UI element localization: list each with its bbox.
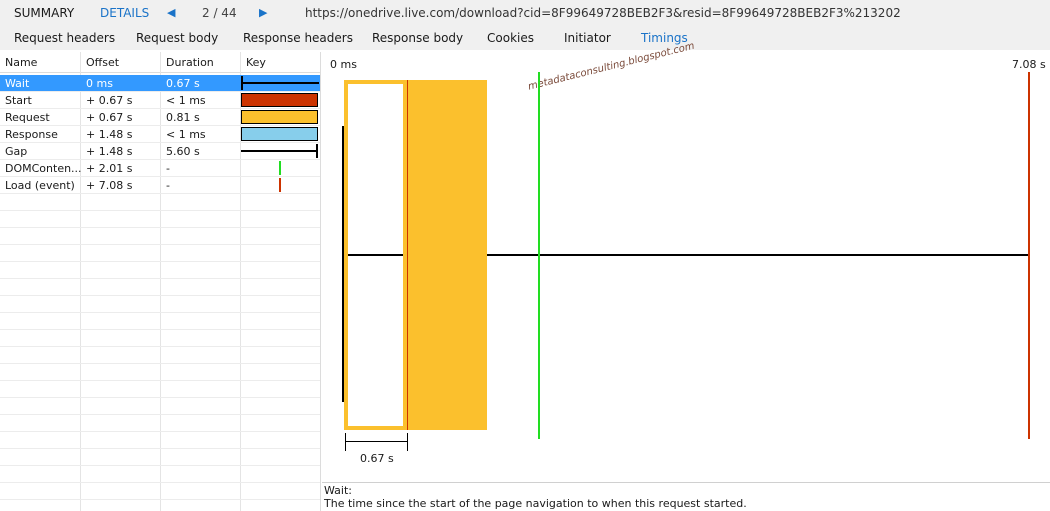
column-divider: [160, 52, 161, 511]
measure-right-tick: [407, 433, 408, 451]
row-name: Load (event): [5, 179, 75, 192]
gap-key-end: [316, 144, 318, 158]
timings-table: Name Offset Duration Key Wait 0 ms 0.67 …: [0, 52, 321, 511]
empty-row: [0, 466, 320, 483]
table-row-request[interactable]: Request + 0.67 s 0.81 s: [0, 109, 320, 126]
next-request-button[interactable]: ▶: [259, 6, 268, 19]
column-header-key[interactable]: Key: [246, 56, 266, 69]
row-name: Response: [5, 128, 58, 141]
empty-row: [0, 194, 320, 211]
empty-row: [0, 296, 320, 313]
domcontent-key-marker: [279, 161, 281, 175]
tab-request-headers[interactable]: Request headers: [14, 31, 116, 45]
detail-subtabs: Request headers Request body Response he…: [0, 26, 1050, 50]
load-event-marker: [1028, 72, 1030, 439]
empty-row: [0, 313, 320, 330]
row-duration: 0.81 s: [166, 111, 200, 124]
row-offset: + 1.48 s: [86, 128, 133, 141]
start-marker: [407, 80, 408, 430]
row-offset: + 2.01 s: [86, 162, 133, 175]
description-text: The time since the start of the page nav…: [324, 497, 747, 510]
row-name: Wait: [5, 77, 30, 90]
row-duration: 5.60 s: [166, 145, 200, 158]
start-key-swatch: [241, 93, 318, 107]
empty-row: [0, 245, 320, 262]
wait-key-line: [243, 82, 319, 84]
wait-key-swatch: [241, 76, 319, 90]
tab-response-headers[interactable]: Response headers: [243, 31, 353, 45]
row-offset: 0 ms: [86, 77, 113, 90]
measure-line: [345, 441, 408, 442]
empty-row: [0, 262, 320, 279]
row-name: Request: [5, 111, 50, 124]
top-bar: SUMMARY DETAILS ◀ 2 / 44 ▶ https://onedr…: [0, 0, 1050, 26]
empty-row: [0, 449, 320, 466]
request-bar: [407, 80, 487, 430]
row-duration: -: [166, 179, 170, 192]
column-header-name[interactable]: Name: [5, 56, 38, 69]
empty-row: [0, 279, 320, 296]
gap-timeline: [487, 254, 1029, 256]
row-duration: -: [166, 162, 170, 175]
row-name: DOMConten...: [5, 162, 82, 175]
wait-timeline: [348, 254, 403, 256]
empty-row: [0, 228, 320, 245]
column-header-duration[interactable]: Duration: [166, 56, 214, 69]
gap-key-line: [241, 150, 317, 152]
empty-row: [0, 381, 320, 398]
column-header-offset[interactable]: Offset: [86, 56, 120, 69]
tab-response-body[interactable]: Response body: [372, 31, 464, 45]
empty-row: [0, 483, 320, 500]
column-divider: [80, 52, 81, 511]
domcontentloaded-marker: [538, 72, 540, 439]
measure-left-tick: [345, 433, 346, 451]
description-title: Wait:: [324, 484, 352, 497]
wait-edge-line: [342, 126, 344, 402]
row-offset: + 1.48 s: [86, 145, 133, 158]
empty-row: [0, 364, 320, 381]
row-offset: + 7.08 s: [86, 179, 133, 192]
wait-duration-label: 0.67 s: [360, 452, 394, 465]
column-divider: [240, 52, 241, 511]
row-duration: < 1 ms: [166, 94, 206, 107]
chart-start-label: 0 ms: [330, 58, 357, 71]
table-row-start[interactable]: Start + 0.67 s < 1 ms: [0, 92, 320, 109]
empty-row: [0, 432, 320, 449]
request-counter: 2 / 44: [202, 6, 237, 20]
tab-timings[interactable]: Timings: [641, 31, 688, 45]
timing-chart: 0 ms 7.08 s metadataconsulting.blogspot.…: [322, 41, 1050, 482]
empty-row: [0, 211, 320, 228]
row-duration: < 1 ms: [166, 128, 206, 141]
details-tab[interactable]: DETAILS: [100, 6, 150, 20]
table-row-response[interactable]: Response + 1.48 s < 1 ms: [0, 126, 320, 143]
tab-initiator[interactable]: Initiator: [564, 31, 611, 45]
row-duration: 0.67 s: [166, 77, 200, 90]
empty-row: [0, 330, 320, 347]
previous-request-button[interactable]: ◀: [167, 6, 176, 19]
row-name: Start: [5, 94, 32, 107]
request-url: https://onedrive.live.com/download?cid=8…: [305, 6, 901, 20]
table-row-wait[interactable]: Wait 0 ms 0.67 s: [0, 75, 320, 92]
response-key-swatch: [241, 127, 318, 141]
request-key-swatch: [241, 110, 318, 124]
empty-row: [0, 415, 320, 432]
tab-request-body[interactable]: Request body: [136, 31, 219, 45]
load-key-marker: [279, 178, 281, 192]
chart-end-label: 7.08 s: [1012, 58, 1046, 71]
summary-tab[interactable]: SUMMARY: [14, 6, 75, 20]
empty-row: [0, 398, 320, 415]
table-row-load[interactable]: Load (event) + 7.08 s -: [0, 177, 320, 194]
table-row-domcontentloaded[interactable]: DOMConten... + 2.01 s -: [0, 160, 320, 177]
table-row-gap[interactable]: Gap + 1.48 s 5.60 s: [0, 143, 320, 160]
row-offset: + 0.67 s: [86, 111, 133, 124]
description-panel: Wait: The time since the start of the pa…: [322, 482, 1050, 511]
row-offset: + 0.67 s: [86, 94, 133, 107]
row-name: Gap: [5, 145, 28, 158]
empty-row: [0, 347, 320, 364]
tab-cookies[interactable]: Cookies: [487, 31, 534, 45]
